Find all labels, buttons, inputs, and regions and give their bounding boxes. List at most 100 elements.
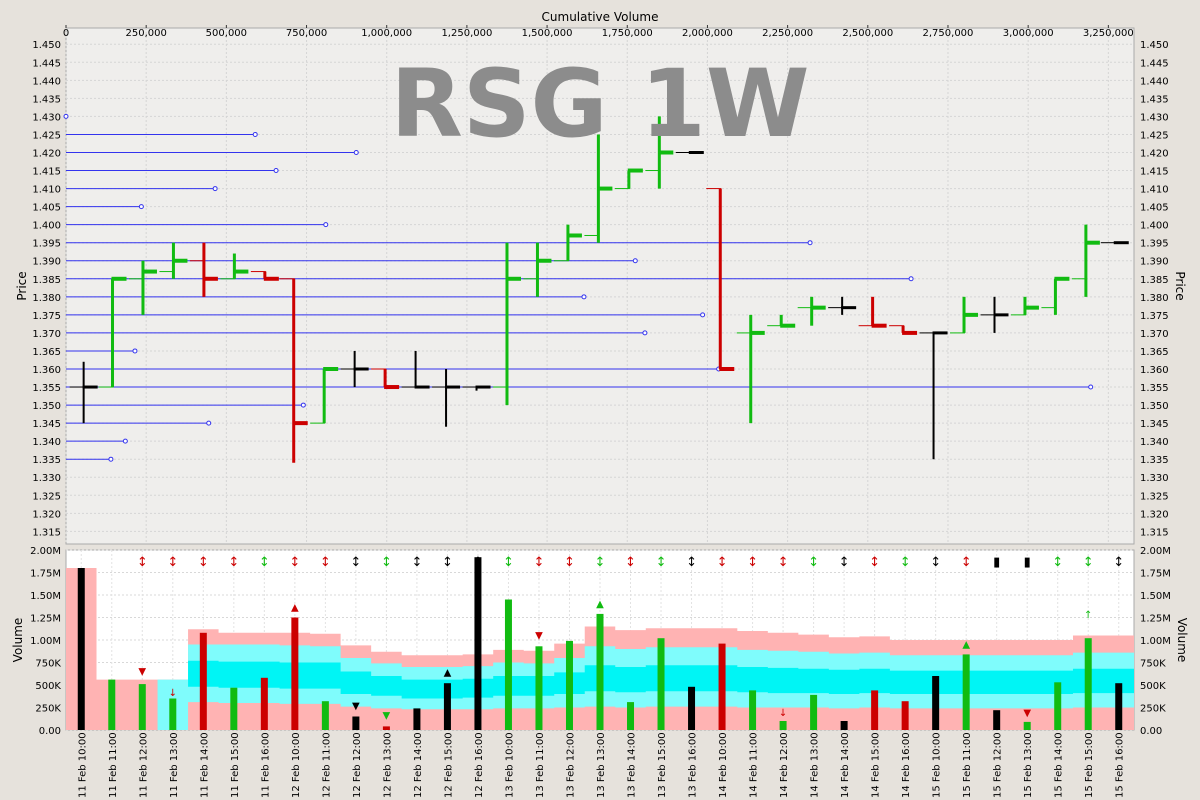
time-tick-label: 14 Feb 15:00 bbox=[871, 732, 882, 798]
price-tick-label-right: 1.335 bbox=[1140, 455, 1169, 466]
price-tick-label-left: 1.375 bbox=[32, 311, 61, 322]
volume-at-price-end bbox=[807, 240, 813, 246]
price-tick-label-right: 1.415 bbox=[1140, 167, 1169, 178]
top-signal: ↕ bbox=[625, 555, 636, 570]
volume-signal: ↓ bbox=[779, 708, 787, 719]
price-axis-label-right: Price bbox=[1173, 271, 1187, 300]
price-tick-label-left: 1.390 bbox=[32, 257, 61, 268]
price-tick-label-right: 1.395 bbox=[1140, 239, 1169, 250]
top-signal: ↕ bbox=[289, 555, 300, 570]
volume-tick-label-right: 1.00M bbox=[1140, 636, 1171, 647]
volume-tick-label-right: 1.75M bbox=[1140, 569, 1171, 580]
volume-tick-label-left: 250K bbox=[35, 704, 61, 715]
time-tick-label: 11 Feb 13:00 bbox=[169, 732, 180, 798]
volume-signal: ▼ bbox=[352, 701, 360, 712]
price-tick-label-left: 1.330 bbox=[32, 473, 61, 484]
volume-at-price-end bbox=[138, 204, 144, 210]
price-tick-label-right: 1.410 bbox=[1140, 185, 1169, 196]
price-tick-label-right: 1.365 bbox=[1140, 347, 1169, 358]
top-signal: ↕ bbox=[808, 555, 819, 570]
volume-signal: ▲ bbox=[444, 668, 452, 679]
time-tick-label: 11 Feb 11:00 bbox=[108, 732, 119, 798]
volume-bar bbox=[443, 683, 451, 730]
top-signal: ↕ bbox=[564, 555, 575, 570]
price-tick-label-left: 1.340 bbox=[32, 437, 61, 448]
time-tick-label: 14 Feb 12:00 bbox=[779, 732, 790, 798]
top-axis-tick-label: 0 bbox=[63, 28, 69, 39]
price-tick-label-left: 1.345 bbox=[32, 419, 61, 430]
volume-tick-label-left: 1.25M bbox=[30, 614, 61, 625]
top-axis-tick-label: 2,250,000 bbox=[762, 28, 813, 39]
time-tick-label: 14 Feb 10:00 bbox=[718, 732, 729, 798]
volume-tick-label-right: 2.00M bbox=[1140, 546, 1171, 557]
top-axis-tick-label: 2,000,000 bbox=[682, 28, 733, 39]
top-axis-tick-label: 3,000,000 bbox=[1003, 28, 1054, 39]
volume-tick-label-left: 1.75M bbox=[30, 569, 61, 580]
top-axis-tick-label: 1,750,000 bbox=[602, 28, 653, 39]
volume-bar bbox=[535, 646, 543, 730]
top-signal: ↕ bbox=[686, 555, 697, 570]
top-signal: ↕ bbox=[198, 555, 209, 570]
time-tick-label: 11 Feb 15:00 bbox=[230, 732, 241, 798]
time-tick-label: 15 Feb 13:00 bbox=[1023, 732, 1034, 798]
volume-signals: ▼ ↓ ▲ ▼ ▼ ▲ ▼ ▲ ↓ ▲ ▼ ↑ bbox=[138, 599, 1092, 722]
volume-at-price-end bbox=[108, 456, 114, 462]
volume-bar bbox=[688, 686, 696, 730]
time-tick-label: 11 Feb 14:00 bbox=[199, 732, 210, 798]
top-axis-tick-label: 1,500,000 bbox=[522, 28, 573, 39]
price-axis-label-left: Price bbox=[15, 271, 29, 300]
volume-axis-ticks: 0.00 0.00 250K 250K 500K 500K 750K 750K 1.00M 1.0… bbox=[30, 546, 1171, 737]
top-signal: ↕ bbox=[411, 555, 422, 570]
price-tick-label-left: 1.315 bbox=[32, 527, 61, 538]
volume-bar bbox=[871, 690, 879, 730]
price-tick-label-right: 1.445 bbox=[1140, 58, 1169, 69]
volume-bar bbox=[77, 568, 85, 730]
volume-at-price-end bbox=[252, 131, 258, 137]
top-signal: ↕ bbox=[228, 555, 239, 570]
volume-at-price-end bbox=[642, 330, 648, 336]
time-tick-label: 15 Feb 16:00 bbox=[1115, 732, 1126, 798]
volume-bar bbox=[352, 716, 360, 730]
price-tick-label-left: 1.430 bbox=[32, 112, 61, 123]
top-axis-label: Cumulative Volume bbox=[542, 10, 659, 24]
volume-signal: ▲ bbox=[596, 599, 604, 610]
volume-bar bbox=[810, 694, 818, 730]
price-tick-label-right: 1.375 bbox=[1140, 311, 1169, 322]
volume-tick-label-left: 750K bbox=[35, 659, 61, 670]
price-tick-label-left: 1.395 bbox=[32, 239, 61, 250]
volume-tick-label-left: 2.00M bbox=[30, 546, 61, 557]
top-signal: ↕ bbox=[1052, 555, 1063, 570]
top-signal: ↕ bbox=[869, 555, 880, 570]
price-tick-label-right: 1.450 bbox=[1140, 40, 1169, 51]
price-tick-label-right: 1.405 bbox=[1140, 203, 1169, 214]
volume-tick-label-left: 500K bbox=[35, 681, 61, 692]
price-tick-label-right: 1.325 bbox=[1140, 491, 1169, 502]
top-axis-tick-label: 2,500,000 bbox=[842, 28, 893, 39]
top-signal: ↕ bbox=[259, 555, 270, 570]
top-signal: ↕ bbox=[778, 555, 789, 570]
volume-signal: ▼ bbox=[1023, 708, 1031, 719]
price-tick-label-right: 1.355 bbox=[1140, 383, 1169, 394]
volume-bar bbox=[1023, 721, 1031, 730]
time-tick-label: 15 Feb 15:00 bbox=[1084, 732, 1095, 798]
volume-at-price-end bbox=[700, 312, 706, 318]
volume-bar bbox=[413, 708, 421, 730]
volume-at-price-end bbox=[353, 149, 359, 155]
price-tick-label-left: 1.335 bbox=[32, 455, 61, 466]
chart-title: RSG 1W bbox=[390, 50, 809, 159]
volume-bar bbox=[901, 701, 909, 730]
volume-signal: ↓ bbox=[169, 688, 177, 699]
volume-bar bbox=[321, 701, 329, 730]
volume-axis-label-left: Volume bbox=[11, 618, 25, 663]
volume-at-price-end bbox=[63, 113, 69, 119]
volume-tick-label-right: 0.00 bbox=[1140, 726, 1162, 737]
top-signal: ↕ bbox=[1113, 555, 1124, 570]
price-tick-label-right: 1.440 bbox=[1140, 76, 1169, 87]
price-tick-label-right: 1.400 bbox=[1140, 221, 1169, 232]
volume-bar bbox=[1115, 683, 1123, 730]
time-tick-label: 13 Feb 16:00 bbox=[688, 732, 699, 798]
price-tick-label-left: 1.350 bbox=[32, 401, 61, 412]
top-signal: ↕ bbox=[930, 555, 941, 570]
price-tick-label-left: 1.410 bbox=[32, 185, 61, 196]
top-signal: ↕ bbox=[534, 555, 545, 570]
